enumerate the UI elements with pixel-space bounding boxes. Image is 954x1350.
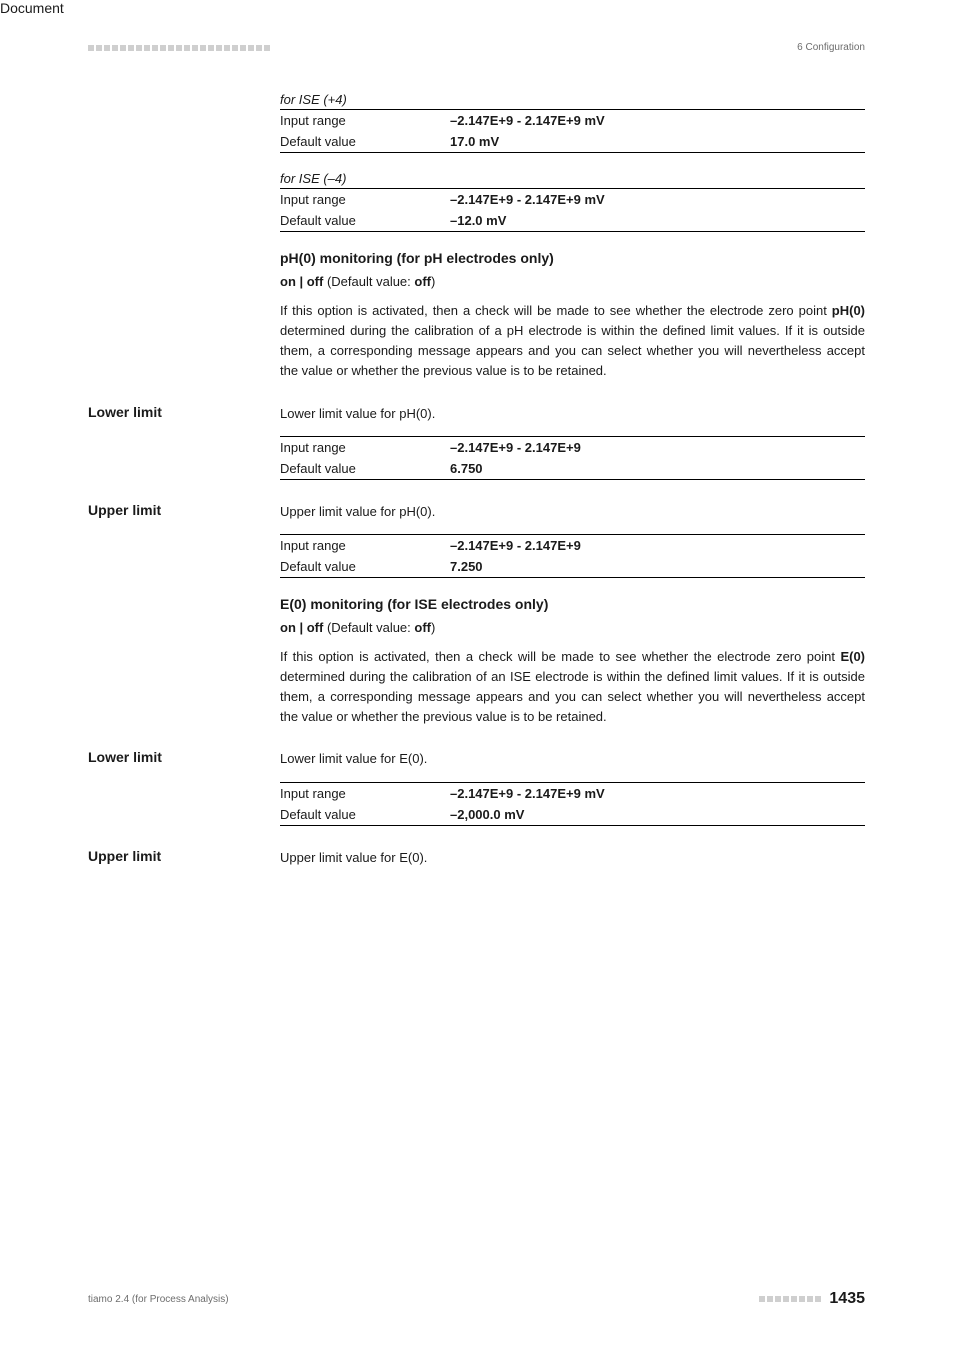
cell-value: –2.147E+9 - 2.147E+9 mV [450,113,605,128]
option-values: on | off [280,274,323,289]
table-ise-plus4: for ISE (+4) Input range –2.147E+9 - 2.1… [280,92,865,153]
side-label-upper-limit: Upper limit [88,848,280,880]
table-row: Input range –2.147E+9 - 2.147E+9 mV [280,189,865,210]
table-ph-upper: Input range –2.147E+9 - 2.147E+9 Default… [280,534,865,578]
cell-value: –2,000.0 mV [450,807,524,822]
page-footer: tiamo 2.4 (for Process Analysis) 1435 [88,1290,865,1308]
term: pH(0) [832,303,865,318]
text: ) [431,274,435,289]
ph-upper-desc: Upper limit value for pH(0). [280,502,865,522]
term: E(0) [840,649,865,664]
cell-label: Input range [280,113,450,128]
option-values: on | off [280,620,323,635]
default-value: off [414,620,431,635]
text: If this option is activated, then a chec… [280,649,840,664]
side-label-lower-limit: Lower limit [88,404,280,498]
table-caption: for ISE (–4) [280,171,865,189]
cell-label: Default value [280,134,450,149]
footer-product-label: tiamo 2.4 (for Process Analysis) [88,1294,229,1305]
table-row: Default value 17.0 mV [280,131,865,153]
ph0-default-line: on | off (Default value: off) [280,274,865,289]
cell-value: –2.147E+9 - 2.147E+9 [450,440,581,455]
table-caption: for ISE (+4) [280,92,865,110]
table-row: Input range –2.147E+9 - 2.147E+9 [280,535,865,556]
header-chapter-label: 6 Configuration [797,42,865,53]
table-row: Input range –2.147E+9 - 2.147E+9 mV [280,783,865,804]
cell-value: 7.250 [450,559,483,574]
cell-value: 17.0 mV [450,134,499,149]
cell-label: Input range [280,786,450,801]
cell-label: Input range [280,440,450,455]
cell-value: –12.0 mV [450,213,506,228]
cell-value: –2.147E+9 - 2.147E+9 mV [450,192,605,207]
table-ph-lower: Input range –2.147E+9 - 2.147E+9 Default… [280,436,865,480]
text: (Default value: [323,274,414,289]
text: determined during the calibration of a p… [280,323,865,378]
cell-label: Input range [280,538,450,553]
table-e0-lower: Input range –2.147E+9 - 2.147E+9 mV Defa… [280,782,865,826]
cell-value: –2.147E+9 - 2.147E+9 mV [450,786,605,801]
e0-description: If this option is activated, then a chec… [280,647,865,728]
cell-label: Default value [280,213,450,228]
table-row: Default value 6.750 [280,458,865,480]
e0-default-line: on | off (Default value: off) [280,620,865,635]
header-squares-left [88,45,270,51]
table-row: Default value –2,000.0 mV [280,804,865,826]
side-label-lower-limit: Lower limit [88,749,280,843]
page-header: 6 Configuration [88,42,865,53]
text: ) [431,620,435,635]
subheading-ph0: pH(0) monitoring (for pH electrodes only… [280,250,865,266]
default-value: off [414,274,431,289]
page-body: for ISE (+4) Input range –2.147E+9 - 2.1… [88,92,865,880]
table-row: Input range –2.147E+9 - 2.147E+9 [280,437,865,458]
side-label-upper-limit: Upper limit [88,502,280,746]
table-row: Input range –2.147E+9 - 2.147E+9 mV [280,110,865,131]
footer-squares [759,1296,821,1302]
cell-label: Default value [280,807,450,822]
text: (Default value: [323,620,414,635]
page-number: 1435 [829,1290,865,1308]
ph-lower-desc: Lower limit value for pH(0). [280,404,865,424]
cell-label: Input range [280,192,450,207]
ph0-description: If this option is activated, then a chec… [280,301,865,382]
cell-label: Default value [280,461,450,476]
cell-value: –2.147E+9 - 2.147E+9 [450,538,581,553]
cell-label: Default value [280,559,450,574]
subheading-e0: E(0) monitoring (for ISE electrodes only… [280,596,865,612]
text: If this option is activated, then a chec… [280,303,832,318]
table-row: Default value –12.0 mV [280,210,865,232]
text: determined during the calibration of an … [280,669,865,724]
table-row: Default value 7.250 [280,556,865,578]
cell-value: 6.750 [450,461,483,476]
table-ise-minus4: for ISE (–4) Input range –2.147E+9 - 2.1… [280,171,865,232]
e0-upper-desc: Upper limit value for E(0). [280,848,865,868]
e0-lower-desc: Lower limit value for E(0). [280,749,865,769]
